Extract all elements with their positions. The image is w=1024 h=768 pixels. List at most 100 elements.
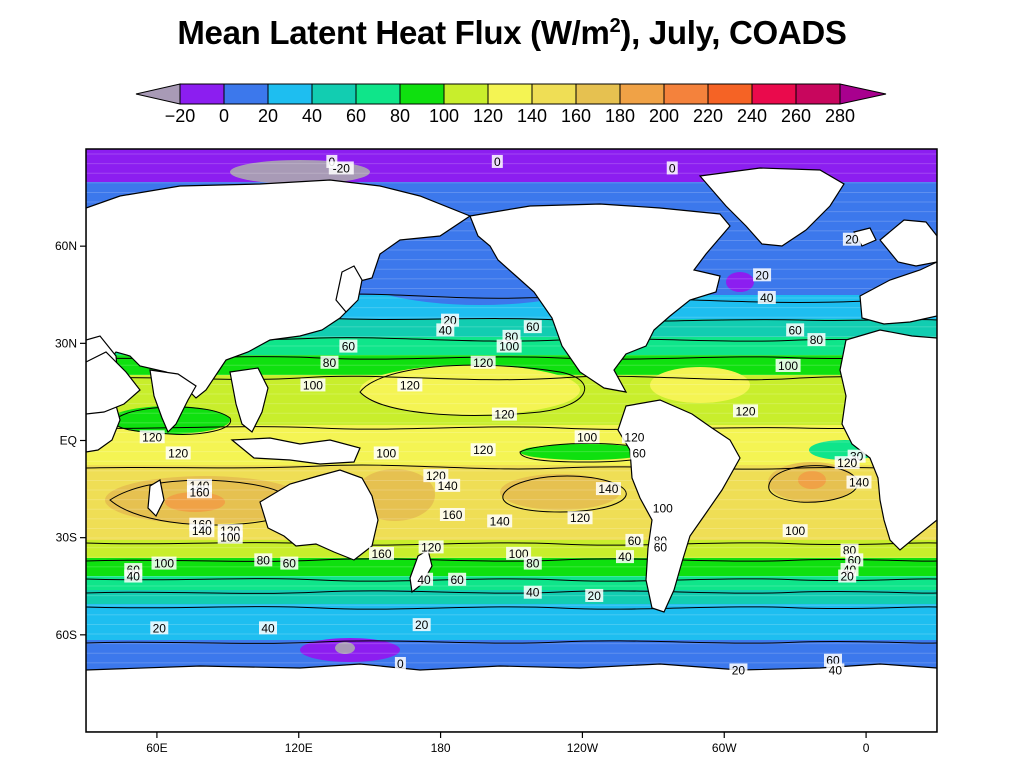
land-india [149,369,197,434]
svg-text:0: 0 [669,161,676,175]
land-madagascar [147,479,165,518]
colorbar-swatch [707,83,753,105]
svg-text:100: 100 [785,524,805,538]
svg-text:60: 60 [450,573,464,587]
colorbar-swatch [487,83,533,105]
contour-label: 20 [838,569,857,584]
contour-label: 120 [139,430,165,444]
colorbar-tick-label: 120 [473,106,503,126]
contour-label: 100 [496,339,522,354]
contour-label: 60 [448,572,467,587]
contour-label: 40 [826,663,845,677]
colorbar-tick-label: 40 [302,106,322,126]
contour-label: 140 [846,475,872,490]
colorbar-tick-label: 220 [693,106,723,126]
contour-label: 100 [373,446,399,460]
colorbar-tick-label: 200 [649,106,679,126]
contour-label: 100 [300,378,326,392]
svg-text:100: 100 [499,340,519,354]
svg-text:40: 40 [829,663,843,677]
contour-label: 60 [786,323,805,337]
contour-south-pacific-max [502,475,627,513]
page-title: Mean Latent Heat Flux (W/m2), July, COAD… [0,14,1024,52]
svg-text:80: 80 [323,356,337,370]
contour-south-40 [86,606,937,610]
svg-text:60: 60 [342,340,356,354]
svg-text:120: 120 [400,378,420,392]
title-superscript: 2 [609,15,621,37]
svg-text:140: 140 [438,479,458,493]
contour-label: 20 [842,232,861,247]
contour-label: 140 [595,482,621,496]
map-axes: 60E 120E 180 120W 60W 0 60N 30N EQ 30S 60S [55,239,870,755]
svg-text:40: 40 [417,573,431,587]
svg-text:60: 60 [632,446,646,460]
colorbar-tick-label: 280 [825,106,855,126]
contour-label: 140 [435,478,461,493]
contour-label: 80 [254,553,273,567]
contour-label: 0 [394,656,406,671]
x-tick-label: 180 [431,741,451,755]
svg-text:120: 120 [142,430,162,444]
svg-text:100: 100 [220,531,240,545]
contour-equatorial-south [86,464,937,470]
colorbar-swatch [223,83,269,105]
contour-labels: 0-20002020402040608010060608080120100120… [124,154,872,677]
colorbar-swatch [355,83,401,105]
contour-label: 20 [150,621,169,635]
contour-label: 40 [757,290,776,305]
colorbar-swatch [575,83,621,105]
contour-label: 40 [615,550,634,564]
contour-label: 100 [775,359,801,373]
land-asia-europe [86,179,472,399]
svg-text:120: 120 [736,404,756,418]
colorbar-tick-label: 80 [390,106,410,126]
svg-text:100: 100 [577,430,597,444]
land-antarctica [86,663,937,732]
contour-label: 120 [165,446,191,460]
y-tick-label: 30S [56,531,77,545]
contour-label: 20 [412,618,431,632]
svg-text:60: 60 [526,320,540,334]
y-tick-label: 60N [55,239,77,253]
contour-north-80 [86,356,937,360]
colorbar-swatch [619,83,665,105]
contour-label: 40 [436,323,455,337]
svg-text:120: 120 [624,430,644,444]
land-scandinavia [879,219,937,267]
svg-text:140: 140 [192,524,212,538]
svg-text:40: 40 [760,291,774,305]
x-tick-label: 60E [146,741,167,755]
contour-label: 140 [487,514,513,528]
x-tick-label: 120E [285,741,313,755]
contour-label: 100 [650,501,676,516]
contour-south-atlantic-max [768,465,859,503]
contour-equatorial-north [86,426,937,430]
land-arabian-peninsula [86,351,141,415]
svg-text:100: 100 [303,378,323,392]
svg-text:20: 20 [845,233,859,247]
colorbar-swatch [311,83,357,105]
svg-text:40: 40 [127,570,141,584]
svg-text:40: 40 [439,323,453,337]
svg-text:60: 60 [654,540,668,554]
colorbar-swatch [531,83,577,105]
contour-label: 140 [189,524,215,538]
land-indochina [229,367,269,433]
contour-label: 120 [470,443,496,457]
contour-label: 0 [666,161,678,175]
svg-text:20: 20 [755,268,769,282]
svg-text:80: 80 [257,553,271,567]
colorbar-swatch [267,83,313,105]
svg-text:140: 140 [598,482,618,496]
contour-label: 100 [782,524,808,538]
contour-label: 160 [439,507,465,522]
contour-west-pacific-yellow [359,364,585,416]
contour-label: 120 [397,378,423,392]
svg-text:20: 20 [415,618,429,632]
contour-label: 60 [625,533,644,548]
svg-text:120: 120 [570,511,590,525]
colorbar-swatch [399,83,445,105]
colorbar-tick-label: 0 [219,106,229,126]
x-tick-label: 60W [712,741,737,755]
